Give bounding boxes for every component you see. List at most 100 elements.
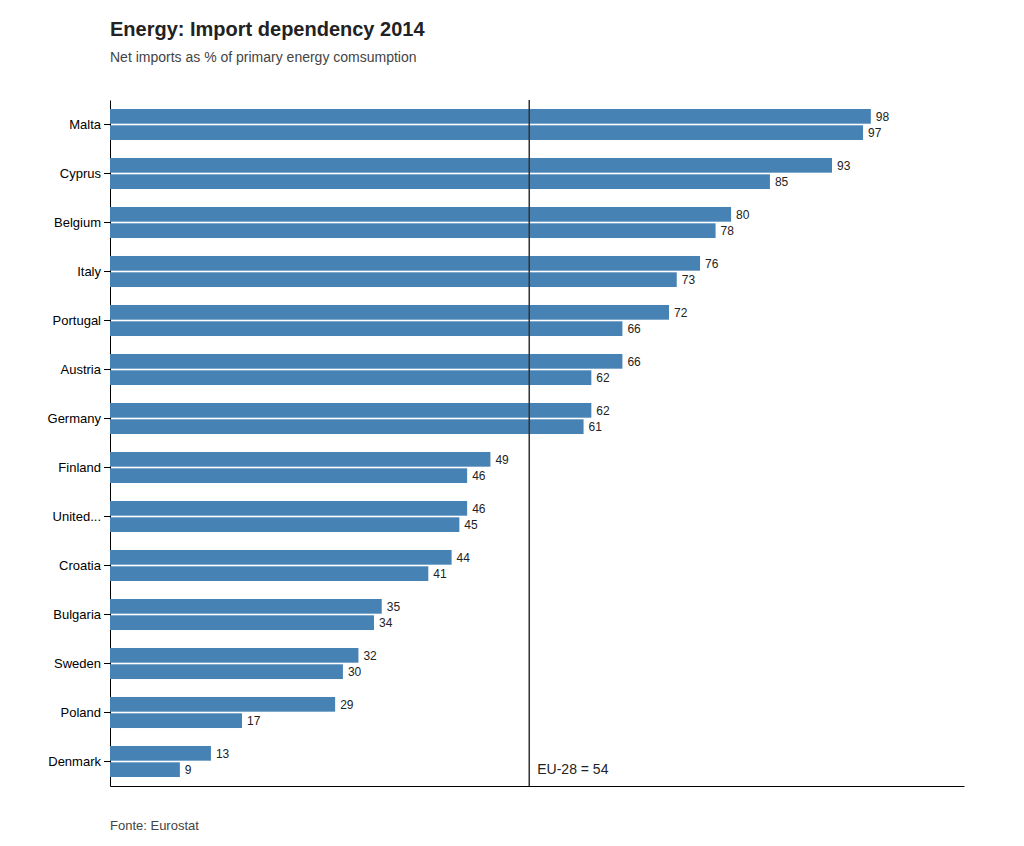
y-tick: Sweden [54, 656, 110, 671]
data-label: 44 [457, 551, 471, 565]
y-tick: Italy [77, 264, 110, 279]
data-label: 80 [736, 208, 750, 222]
bar [110, 599, 382, 614]
bar [110, 648, 358, 663]
bar [110, 321, 622, 336]
bar [110, 354, 622, 369]
y-tick: Portugal [53, 313, 110, 328]
bar [110, 109, 871, 124]
y-tick-mark [104, 418, 110, 419]
footer: Fonte: Eurostat [110, 818, 199, 833]
data-label: 35 [387, 600, 401, 614]
data-label: 45 [464, 518, 478, 532]
bar [110, 272, 677, 287]
bar [110, 174, 770, 189]
subtitle: Net imports as % of primary energy comsu… [110, 49, 417, 65]
data-label: 73 [682, 273, 696, 287]
y-tick: United... [53, 509, 110, 524]
bar [110, 517, 459, 532]
y-tick-mark [104, 516, 110, 517]
y-tick-label: Cyprus [60, 166, 102, 181]
title: Energy: Import dependency 2014 [110, 18, 425, 40]
bar [110, 615, 374, 630]
y-tick-label: Malta [69, 117, 102, 132]
y-tick-label: Finland [58, 460, 101, 475]
data-label: 29 [340, 698, 354, 712]
data-label: 62 [596, 404, 610, 418]
reference-label: EU-28 = 54 [537, 761, 608, 777]
x-axis-line [111, 786, 965, 787]
y-tick-label: United... [53, 509, 101, 524]
y-tick-mark [104, 222, 110, 223]
y-tick-mark [104, 467, 110, 468]
y-axis: Malta Cyprus Belgium Italy Portugal Austria Ge… [48, 101, 111, 787]
bar [110, 501, 467, 516]
data-label: 98 [876, 110, 890, 124]
data-label: 66 [627, 322, 641, 336]
y-tick: Malta [69, 117, 110, 132]
y-tick: Austria [61, 362, 110, 377]
y-tick: Croatia [59, 558, 110, 573]
data-label: 17 [247, 714, 261, 728]
data-label: 97 [868, 126, 882, 140]
y-tick-label: Austria [61, 362, 102, 377]
x-axis [111, 786, 965, 787]
data-label: 34 [379, 616, 393, 630]
y-tick: Finland [58, 460, 110, 475]
y-tick-mark [104, 124, 110, 125]
plot: Malta Cyprus Belgium Italy Portugal Austria Ge… [48, 100, 965, 787]
y-tick-label: Denmark [48, 754, 101, 769]
bar [110, 664, 343, 679]
y-tick-label: Bulgaria [53, 607, 101, 622]
y-tick-mark [104, 663, 110, 664]
data-label: 62 [596, 371, 610, 385]
data-label: 32 [363, 649, 377, 663]
bar [110, 762, 180, 777]
bar [110, 419, 584, 434]
y-tick-mark [104, 614, 110, 615]
y-tick-mark [104, 320, 110, 321]
data-label: 93 [837, 159, 851, 173]
y-tick-label: Sweden [54, 656, 101, 671]
data-label: 49 [495, 453, 509, 467]
data-label: 72 [674, 306, 688, 320]
data-label: 61 [589, 420, 603, 434]
y-tick: Germany [48, 411, 110, 426]
bar [110, 403, 591, 418]
y-tick-mark [104, 565, 110, 566]
chart: Energy: Import dependency 2014 Net import… [0, 0, 1024, 846]
data-label: 13 [216, 747, 230, 761]
data-label: 46 [472, 469, 486, 483]
bar [110, 697, 335, 712]
data-label: 76 [705, 257, 719, 271]
y-tick-label: Belgium [54, 215, 101, 230]
data-label: 9 [185, 763, 192, 777]
bar [110, 452, 490, 467]
y-tick-mark [104, 173, 110, 174]
bar [110, 746, 211, 761]
y-tick: Cyprus [60, 166, 110, 181]
annotation-texts: EU-28 = 54 [537, 761, 608, 777]
data-label: 41 [433, 567, 447, 581]
y-tick-label: Poland [61, 705, 101, 720]
y-tick: Denmark [48, 754, 110, 769]
data-label: 30 [348, 665, 362, 679]
bar [110, 713, 242, 728]
bar [110, 468, 467, 483]
y-tick-mark [104, 712, 110, 713]
y-tick-mark [104, 271, 110, 272]
bars [110, 109, 871, 777]
data-label: 46 [472, 502, 486, 516]
y-tick: Belgium [54, 215, 110, 230]
y-tick-label: Croatia [59, 558, 102, 573]
bar [110, 370, 591, 385]
bar [110, 158, 832, 173]
bar [110, 207, 731, 222]
y-tick-label: Italy [77, 264, 101, 279]
bar [110, 223, 716, 238]
data-labels: 9893807672666249464435322913978578736662… [185, 110, 890, 777]
annotation-lines [529, 100, 530, 786]
bar [110, 256, 700, 271]
y-tick: Poland [61, 705, 110, 720]
y-axis-line [110, 101, 111, 787]
